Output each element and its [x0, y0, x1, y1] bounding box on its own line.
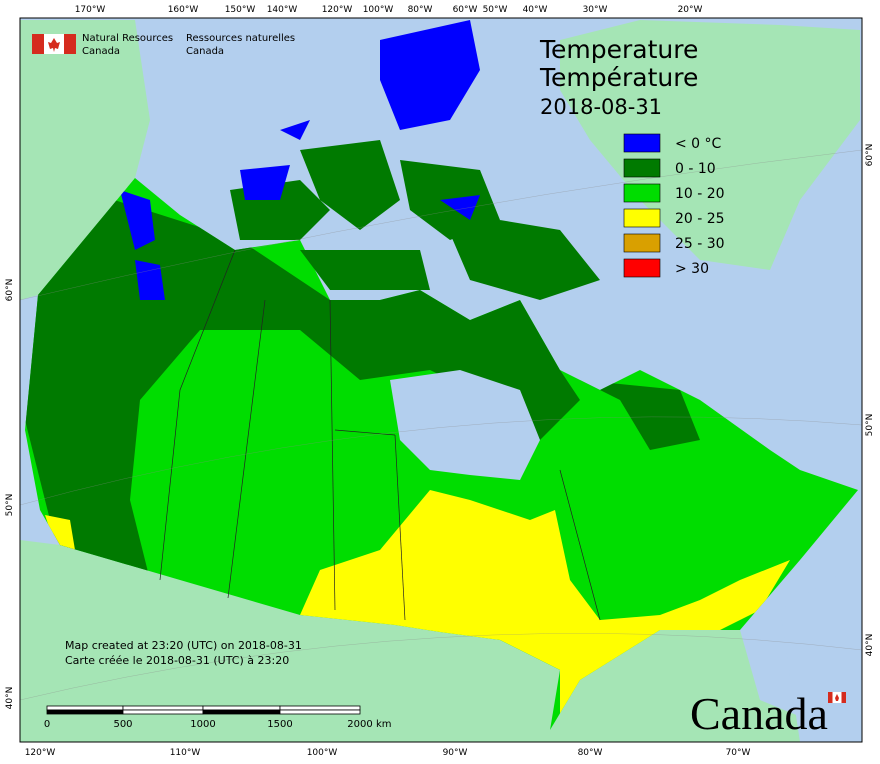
scale-seg — [46, 705, 124, 711]
lon-label: 150°W — [225, 5, 256, 15]
scale-label: 1500 — [267, 719, 292, 730]
canada — [25, 20, 858, 730]
lon-label: 160°W — [168, 5, 199, 15]
dept-en: Natural Resources — [82, 33, 173, 44]
scale-label: 2000 — [347, 719, 372, 730]
title: Température — [539, 63, 698, 92]
lat-label: 50°N — [5, 494, 15, 517]
lon-label: 90°W — [443, 748, 468, 758]
zone-20-25 — [300, 490, 790, 730]
legend-label: > 30 — [675, 261, 709, 277]
lon-label: 70°W — [726, 748, 751, 758]
created-en: Map created at 23:20 (UTC) on 2018-08-31 — [65, 639, 302, 652]
lon-label: 30°W — [583, 5, 608, 15]
zone-below-0 — [120, 190, 165, 300]
lon-label: 40°W — [523, 5, 548, 15]
lon-label: 170°W — [75, 5, 106, 15]
legend-label: 25 - 30 — [675, 236, 725, 252]
lat-label: 60°N — [865, 144, 875, 167]
scale-seg — [279, 705, 361, 711]
dept-fr: Canada — [186, 46, 224, 57]
dept-en: Canada — [82, 46, 120, 57]
lat-label: 40°N — [865, 634, 875, 657]
lon-label: 100°W — [363, 5, 394, 15]
lat-label: 60°N — [5, 279, 15, 302]
lat-label: 40°N — [5, 687, 15, 710]
lon-label: 110°W — [170, 748, 201, 758]
legend-swatch — [623, 133, 661, 153]
graticule — [20, 149, 862, 701]
lon-label: 60°W — [453, 5, 478, 15]
created-fr: Carte créée le 2018-08-31 (UTC) à 23:20 — [65, 654, 289, 667]
frame — [19, 17, 863, 743]
scale-seg — [46, 709, 124, 715]
lon-label: 80°W — [408, 5, 433, 15]
legend-label: 0 - 10 — [675, 161, 716, 177]
alaska — [20, 20, 150, 300]
fip — [32, 34, 76, 54]
wordmark: Canada — [690, 688, 828, 739]
legend-swatch — [623, 258, 661, 278]
scale-label: 1000 — [190, 719, 215, 730]
scale-seg — [122, 705, 204, 711]
legend-swatch — [623, 233, 661, 253]
title-date: 2018-08-31 — [540, 95, 662, 119]
scale-unit: km — [376, 719, 392, 730]
scale-label: 0 — [44, 719, 50, 730]
lon-label: 120°W — [322, 5, 353, 15]
lon-label: 140°W — [267, 5, 298, 15]
lon-label: 50°W — [483, 5, 508, 15]
scale-seg — [279, 709, 361, 715]
united-states — [20, 540, 862, 742]
scale-label: 500 — [113, 719, 132, 730]
lon-label: 80°W — [578, 748, 603, 758]
greenland — [560, 20, 860, 270]
legend-swatch — [623, 208, 661, 228]
arctic-islands — [230, 20, 600, 300]
scale-seg — [122, 709, 204, 715]
hudson-bay — [390, 370, 540, 480]
dept-fr: Ressources naturelles — [186, 33, 295, 44]
map-body — [20, 18, 862, 742]
scale-seg — [202, 709, 281, 715]
zone-20-25-coast — [45, 515, 75, 550]
legend-label: 20 - 25 — [675, 211, 725, 227]
legend-label: 10 - 20 — [675, 186, 725, 202]
lon-label: 20°W — [678, 5, 703, 15]
scale-seg — [202, 705, 281, 711]
wordmark-leaf — [835, 694, 839, 701]
legend-swatch — [623, 158, 661, 178]
borders — [159, 249, 601, 621]
zone-0-10-labrador — [580, 380, 700, 450]
lat-label: 50°N — [865, 414, 875, 437]
title: Temperature — [539, 35, 698, 64]
legend-label: < 0 °C — [675, 136, 722, 152]
lon-label: 120°W — [25, 748, 56, 758]
legend-swatch — [623, 183, 661, 203]
lon-label: 100°W — [307, 748, 338, 758]
